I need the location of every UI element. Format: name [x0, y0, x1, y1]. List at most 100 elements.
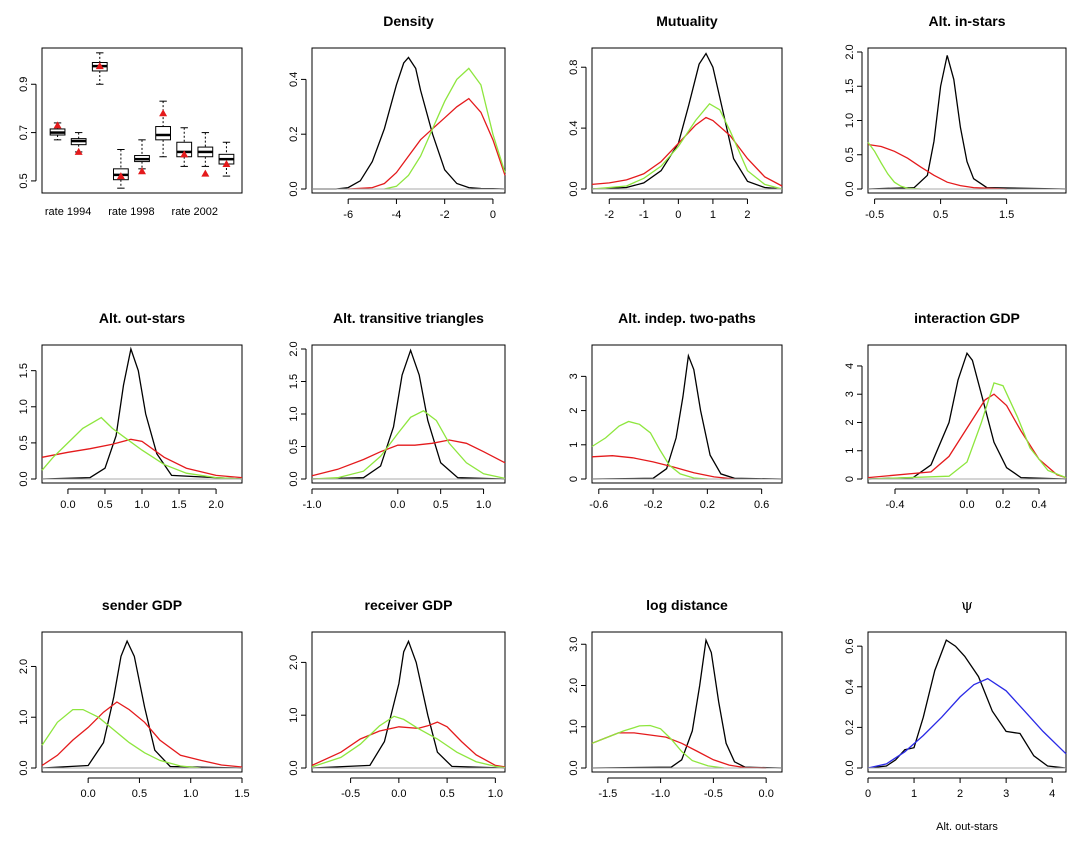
- y-tick-label: 0: [568, 476, 580, 482]
- y-tick-label: 0.0: [288, 181, 300, 196]
- x-axis-label: Alt. out-stars: [936, 821, 998, 833]
- plot-frame: [867, 631, 1067, 773]
- plot-frame: [41, 631, 243, 773]
- y-tick-label: 3.0: [568, 637, 580, 652]
- x-tick-label: 0.5: [439, 788, 454, 800]
- x-tick-label: 0: [865, 788, 871, 800]
- y-tick-label: 0.0: [18, 760, 30, 775]
- x-tick-label: 0.0: [81, 788, 96, 800]
- y-tick-label: 0.0: [288, 760, 300, 775]
- series-green-line: [867, 382, 1067, 480]
- x-tick-label: 0.5: [97, 499, 112, 511]
- series-black-line: [591, 637, 783, 769]
- x-tick-label: -6: [343, 209, 353, 221]
- x-tick-label: 1: [911, 788, 917, 800]
- box-3: [113, 149, 129, 189]
- x-tick-label: -0.2: [644, 499, 663, 511]
- series-green-line: [41, 708, 202, 769]
- x-tick-label: 0.0: [759, 788, 774, 800]
- x-tick-label: 1.5: [999, 209, 1014, 221]
- x-tick-label: 1.0: [134, 499, 149, 511]
- y-tick-label: 0.7: [18, 125, 30, 140]
- series-black-line: [311, 348, 506, 480]
- x-tick-label: -0.5: [341, 788, 360, 800]
- y-tick-label: 0.4: [844, 679, 856, 694]
- y-tick-label: 0.6: [844, 639, 856, 654]
- panel-10: log distance -1.5 -1.0 -0.5 0.0 0.0 1.0 2.0 3.0: [568, 597, 783, 800]
- panel-4: Alt. out-stars 0.0 0.5 1.0 1.5 2.0 0.0 0.5 1.0 1.…: [18, 310, 243, 511]
- plot-frame: [311, 631, 506, 773]
- panel-title: Density: [383, 13, 434, 29]
- series-black-line: [867, 55, 1067, 190]
- x-tick-label: 0.5: [433, 499, 448, 511]
- panel-6: Alt. indep. two-paths -0.6 -0.2 0.2 0.6 0 1 2 3: [568, 310, 783, 511]
- observed-marker: [53, 121, 62, 129]
- series-red-line: [311, 439, 506, 477]
- x-tick-label: -4: [392, 209, 402, 221]
- x-tick-label: 0.0: [390, 499, 405, 511]
- observed-marker: [180, 150, 189, 158]
- x-tick-label: 2: [744, 209, 750, 221]
- plot-frame: [591, 344, 783, 484]
- y-tick-label: 2.0: [288, 655, 300, 670]
- x-tick-label: 2.0: [208, 499, 223, 511]
- plot-frame: [867, 47, 1067, 194]
- x-tick-label: 1.5: [234, 788, 249, 800]
- series-black-line: [591, 353, 783, 480]
- x-tick-label: -1.0: [303, 499, 322, 511]
- box-1: [70, 132, 87, 155]
- x-tick-label: 0.2: [700, 499, 715, 511]
- panel-1: Density -6 -4 -2 0 0.0 0.2 0.4: [288, 13, 506, 221]
- y-tick-label: 1.0: [568, 719, 580, 734]
- x-tick-label: -2: [440, 209, 450, 221]
- y-tick-label: 0.5: [844, 147, 856, 162]
- observed-marker: [159, 109, 168, 117]
- x-tick-label: 0: [675, 209, 681, 221]
- y-tick-label: 1.0: [288, 708, 300, 723]
- series-red-line: [591, 732, 767, 769]
- y-tick-label: 3: [844, 391, 856, 397]
- y-tick-label: 0.8: [568, 60, 580, 75]
- y-tick-label: 0.0: [844, 181, 856, 196]
- plot-frame: [591, 631, 783, 773]
- y-tick-label: 1.0: [844, 113, 856, 128]
- x-tick-label: 0.0: [60, 499, 75, 511]
- box-6: [176, 127, 193, 167]
- y-tick-label: 0.0: [18, 471, 30, 486]
- y-tick-label: 1.0: [288, 406, 300, 421]
- series-red-line: [867, 393, 1067, 479]
- panel-title: log distance: [646, 597, 728, 613]
- plot-frame: [311, 344, 506, 484]
- y-tick-label: 0.4: [288, 72, 300, 87]
- series-black-line: [311, 639, 506, 769]
- observed-marker: [74, 147, 83, 155]
- y-tick-label: 0.9: [18, 77, 30, 92]
- series-black-line: [867, 351, 1067, 480]
- panel-9: receiver GDP -0.5 0.0 0.5 1.0 0.0 1.0 2.0: [288, 597, 506, 800]
- x-tick-label: -0.4: [886, 499, 905, 511]
- plot-frame: [867, 344, 1067, 484]
- y-tick-label: 2.0: [844, 44, 856, 59]
- x-tick-label: 1: [710, 209, 716, 221]
- y-tick-label: 2: [844, 419, 856, 425]
- series-blue-line: [867, 677, 1067, 769]
- series-green-line: [311, 410, 506, 480]
- x-tick-label: -2: [604, 209, 614, 221]
- panel-title: Alt. in-stars: [928, 13, 1005, 29]
- panel-2: Mutuality -2 -1 0 1 2 0.0 0.4 0.8: [568, 13, 783, 221]
- y-tick-label: 3: [568, 373, 580, 379]
- x-tick-label: -0.6: [589, 499, 608, 511]
- y-tick-label: 1.0: [18, 399, 30, 414]
- series-green-line: [384, 67, 506, 190]
- series-green-line: [591, 724, 724, 769]
- panel-title: Mutuality: [656, 13, 718, 29]
- x-tick-label: -0.5: [865, 209, 884, 221]
- x-tick-label: 3: [1003, 788, 1009, 800]
- box-4: [134, 139, 150, 175]
- observed-marker: [95, 62, 104, 70]
- observed-marker: [201, 169, 210, 177]
- panel-title: receiver GDP: [365, 597, 453, 613]
- series-red-line: [41, 438, 243, 479]
- series-black-line: [41, 639, 243, 769]
